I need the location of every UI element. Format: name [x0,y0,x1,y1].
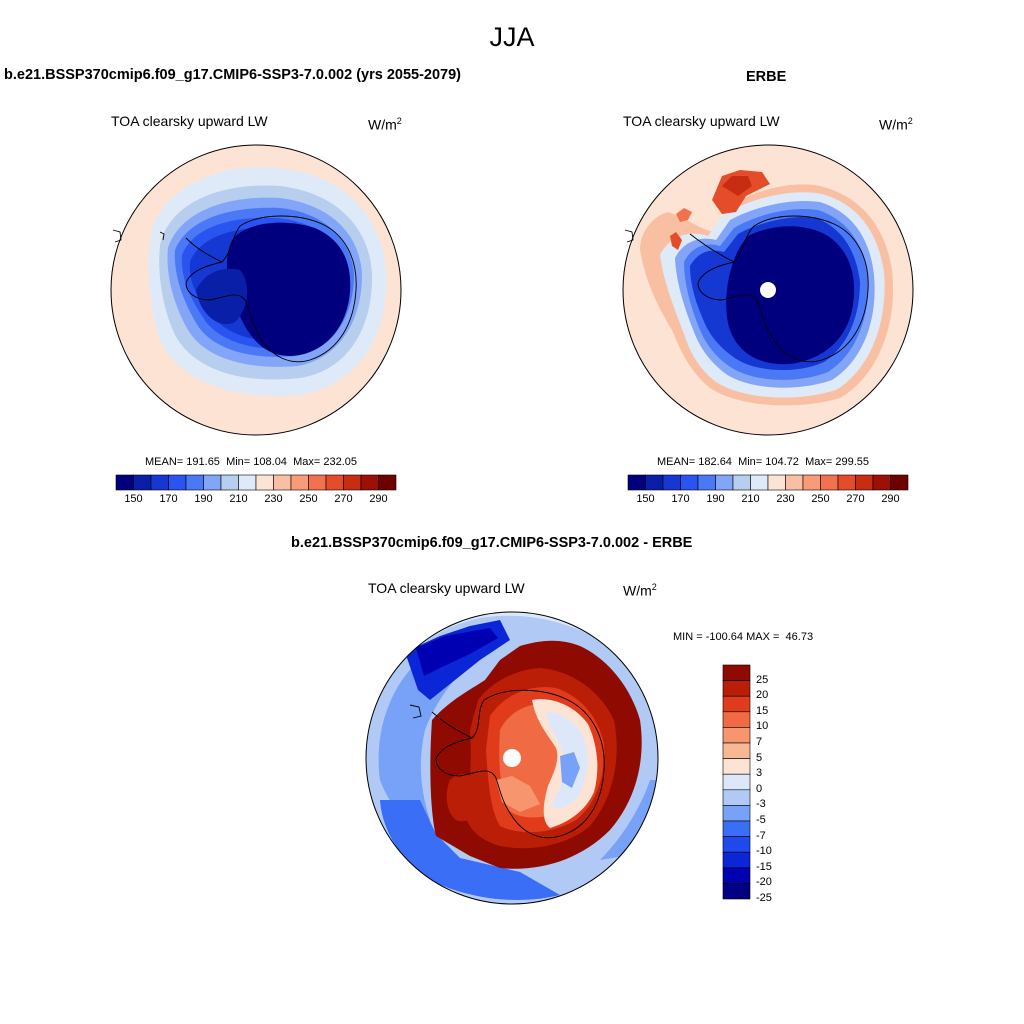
diff-colorbar-tick-label: -15 [756,860,772,873]
diff-colorbar-swatch [722,727,751,744]
diff-colorbar-tick-label: 10 [756,720,769,733]
model-colorbar-swatch [238,474,257,491]
obs-colorbar-tick-label: 210 [741,493,760,505]
diff-colorbar-tick-label: -10 [756,845,772,858]
diff-panel-title: b.e21.BSSP370cmip6.f09_g17.CMIP6-SSP3-7.… [291,535,693,551]
diff-colorbar-tick-label: 5 [756,751,763,764]
obs-colorbar-tick-label: 230 [776,493,795,505]
model-variable-label: TOA clearsky upward LW [111,113,268,129]
obs-units-label: W/m2 [879,116,913,133]
obs-colorbar-swatch [732,474,751,491]
diff-colorbar-swatch [722,836,751,853]
obs-colorbar-tick-label: 250 [811,493,830,505]
model-colorbar-swatch [360,474,379,491]
diff-colorbar-swatch [722,758,751,775]
obs-colorbar-tick-label: 270 [846,493,865,505]
diff-colorbar-swatch [722,805,751,822]
obs-panel-title: ERBE [746,69,787,85]
obs-colorbar-swatch [820,474,839,491]
model-colorbar-tick-label: 170 [159,493,178,505]
obs-colorbar-tick-label: 150 [636,493,655,505]
diff-colorbar-tick-label: -25 [756,892,772,904]
obs-colorbar-swatch [680,474,699,491]
model-colorbar-swatch [255,474,274,491]
obs-colorbar-swatch [697,474,716,491]
model-colorbar-swatch [203,474,222,491]
obs-colorbar-swatch [715,474,734,491]
model-colorbar-swatch [133,474,152,491]
model-colorbar-tick-label: 250 [299,493,318,505]
diff-stats: MIN = -100.64 MAX = 46.73 [673,631,814,643]
model-colorbar-swatch [325,474,344,491]
diff-colorbar-swatch [722,680,751,697]
diff-colorbar-tick-label: -20 [756,876,772,889]
obs-colorbar-tick-label: 190 [706,493,725,505]
diff-colorbar-tick-label: 3 [756,767,763,780]
diff-colorbar-swatch [722,742,751,759]
model-colorbar-swatch [378,474,397,491]
diff-colorbar-swatch [722,711,751,728]
diff-colorbar-tick-label: -3 [756,798,766,811]
model-colorbar-tick-label: 230 [264,493,283,505]
obs-variable-label: TOA clearsky upward LW [623,113,780,129]
diff-colorbar-tick-label: 25 [756,673,769,686]
diff-variable-label: TOA clearsky upward LW [368,580,525,596]
obs-map [622,144,914,436]
diff-colorbar [722,664,751,900]
model-colorbar-swatch [308,474,327,491]
obs-colorbar-swatch [627,474,646,491]
diff-colorbar-swatch [722,789,751,806]
obs-colorbar-swatch [767,474,786,491]
model-colorbar-tick-label: 150 [124,493,143,505]
obs-colorbar [627,474,909,491]
diff-colorbar-swatch [722,664,751,681]
model-colorbar-swatch [273,474,292,491]
model-colorbar-swatch [220,474,239,491]
diff-colorbar-swatch [722,695,751,713]
obs-colorbar-swatch [645,474,664,491]
model-colorbar-swatch [185,474,204,491]
model-colorbar-swatch [115,474,134,491]
diff-colorbar-swatch [722,820,751,837]
obs-colorbar-swatch [662,474,681,491]
obs-colorbar-tick-label: 290 [881,493,900,505]
obs-colorbar-tick-label: 170 [671,493,690,505]
obs-colorbar-swatch [750,474,769,491]
model-colorbar-swatch [150,474,169,491]
diff-colorbar-tick-label: 7 [756,736,763,748]
diff-colorbar-swatch [722,867,751,884]
diff-colorbar-tick-label: 0 [756,782,763,795]
model-panel-title: b.e21.BSSP370cmip6.f09_g17.CMIP6-SSP3-7.… [4,67,462,83]
diff-units-label: W/m2 [623,582,657,599]
obs-colorbar-swatch [890,474,909,491]
model-colorbar-tick-label: 210 [229,493,248,505]
model-colorbar-swatch [290,474,309,491]
diff-colorbar-tick-label: 15 [756,704,769,717]
model-colorbar [115,474,397,491]
diff-colorbar-tick-label: -5 [756,814,766,826]
obs-colorbar-swatch [837,474,856,491]
diff-colorbar-tick-label: 20 [756,689,769,702]
obs-colorbar-swatch [855,474,874,491]
model-units-label: W/m2 [368,116,402,133]
obs-colorbar-swatch [872,474,891,491]
model-colorbar-tick-label: 270 [334,493,353,505]
diff-map [365,611,659,905]
diff-colorbar-swatch [722,773,751,791]
diff-colorbar-tick-label: -7 [756,829,766,842]
model-colorbar-swatch [343,474,362,491]
model-colorbar-tick-label: 290 [369,493,388,505]
diff-colorbar-swatch [722,883,751,900]
diff-colorbar-swatch [722,851,751,869]
figure-title: JJA [489,22,535,52]
model-colorbar-swatch [168,474,187,491]
obs-colorbar-swatch [785,474,804,491]
model-map [110,144,402,436]
model-stats: MEAN= 191.65 Min= 108.04 Max= 232.05 [145,456,357,468]
obs-stats: MEAN= 182.64 Min= 104.72 Max= 299.55 [657,456,869,468]
obs-colorbar-swatch [802,474,821,491]
model-colorbar-tick-label: 190 [194,493,213,505]
